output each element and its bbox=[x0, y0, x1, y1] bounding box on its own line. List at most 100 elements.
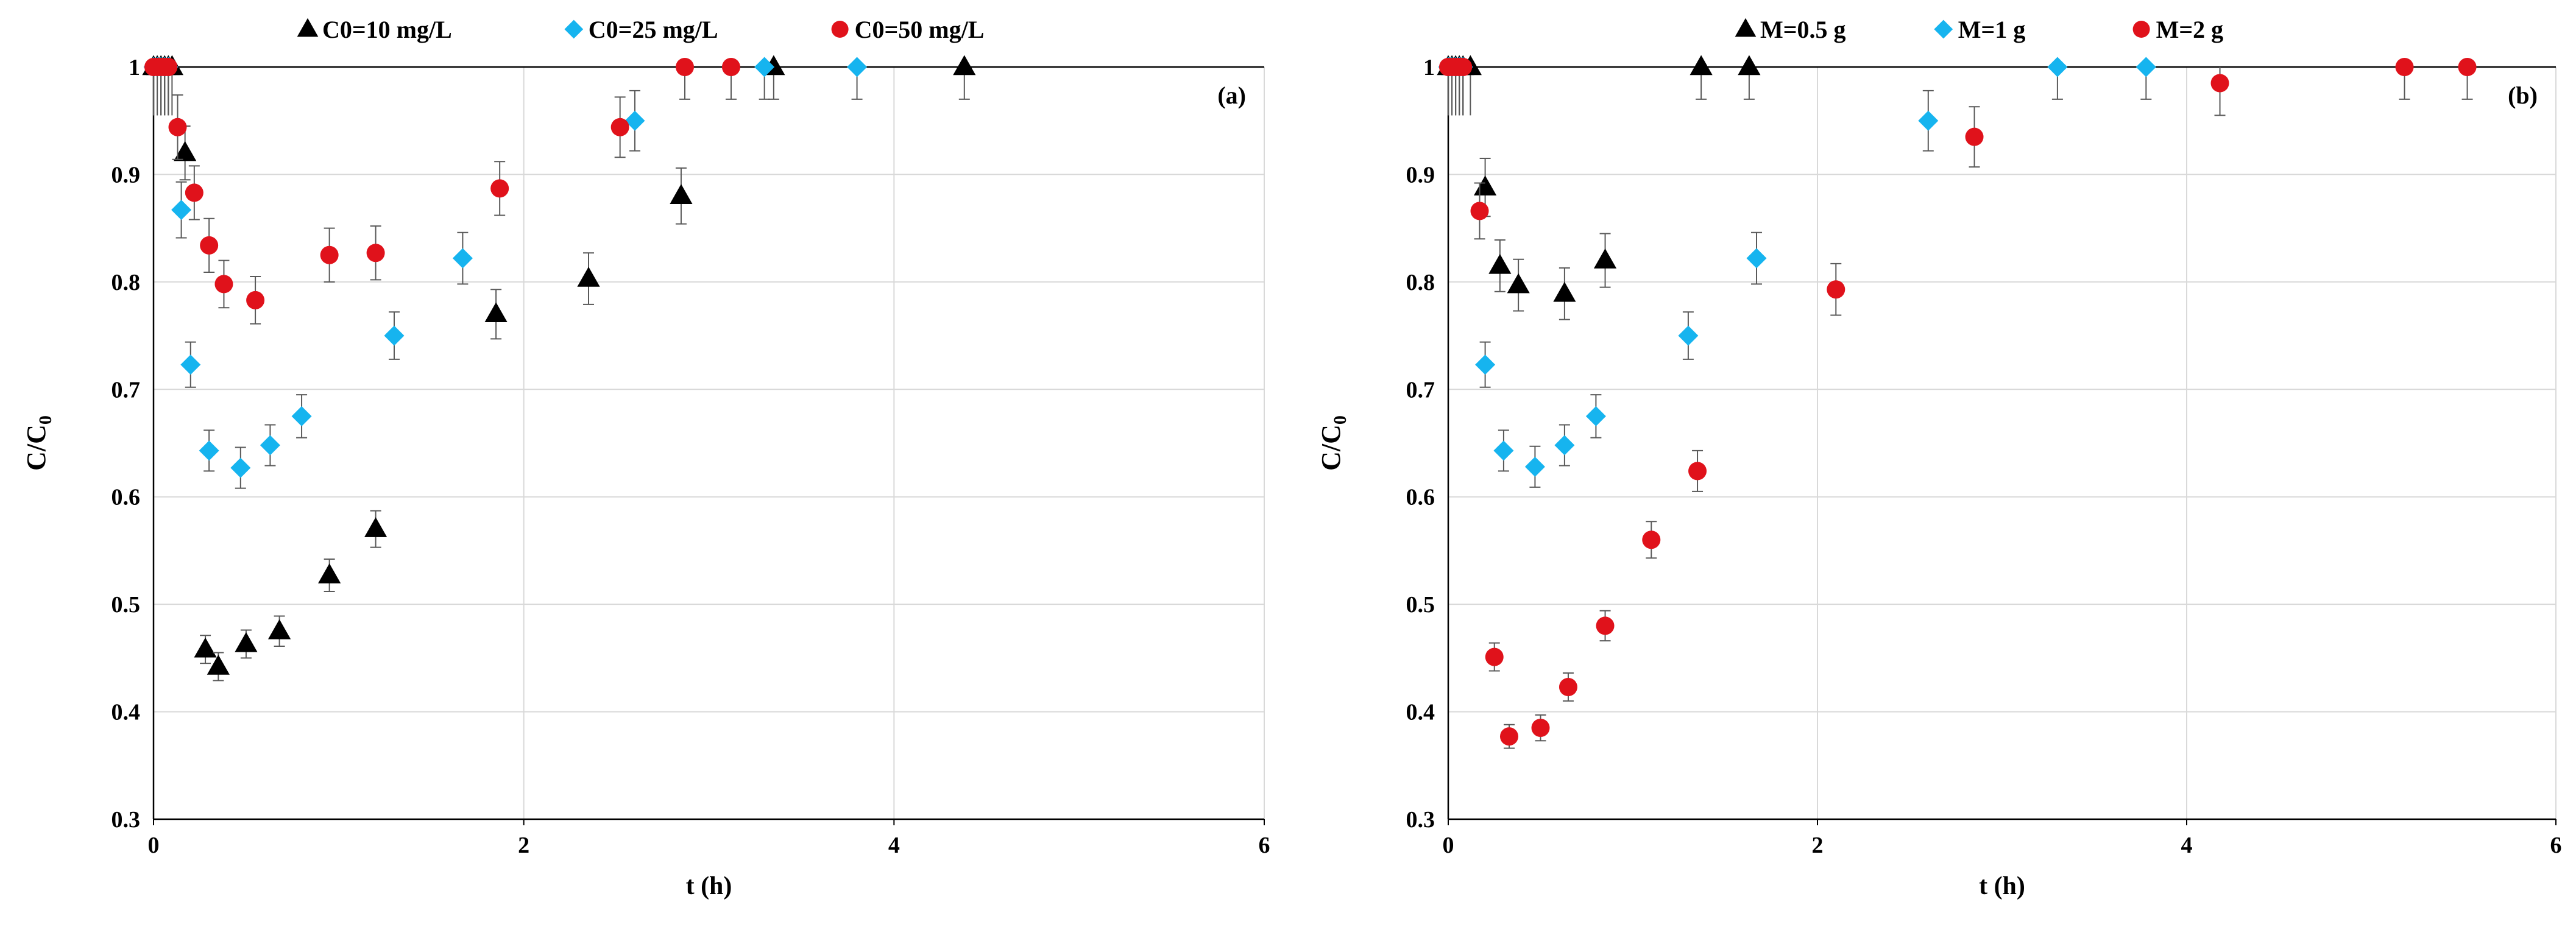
data-point bbox=[676, 58, 695, 76]
legend: M=0.5 g M=1 g M=2 g bbox=[1735, 16, 2224, 43]
legend-label: C0=25 mg/L bbox=[589, 16, 718, 43]
y-tick-label: 1 bbox=[129, 55, 140, 80]
x-tick-label: 2 bbox=[518, 833, 529, 858]
data-point bbox=[1531, 719, 1550, 738]
data-point bbox=[1688, 462, 1707, 481]
y-tick-label: 1 bbox=[1423, 55, 1435, 80]
data-point bbox=[1524, 456, 1545, 477]
data-point bbox=[364, 517, 387, 537]
y-axis-title-group: C/C0 bbox=[1316, 415, 1350, 471]
data-point bbox=[721, 58, 740, 76]
data-point bbox=[159, 58, 178, 76]
data-point bbox=[171, 200, 192, 220]
y-tick-label: 0.4 bbox=[111, 700, 141, 725]
data-point bbox=[318, 563, 341, 583]
data-point bbox=[230, 457, 251, 478]
data-point bbox=[200, 236, 219, 255]
y-tick-label: 0.9 bbox=[1406, 162, 1435, 188]
data-point bbox=[670, 184, 693, 204]
legend-label: C0=50 mg/L bbox=[855, 16, 985, 43]
x-tick-label: 2 bbox=[1812, 833, 1824, 858]
y-axis-title: C/C0 bbox=[1316, 415, 1350, 471]
y-axis-title-subscript: 0 bbox=[1330, 415, 1350, 425]
y-tick-label: 0.4 bbox=[1406, 700, 1435, 725]
y-tick-label: 0.3 bbox=[111, 807, 141, 833]
y-tick-label: 0.8 bbox=[1406, 270, 1435, 295]
x-tick-label: 0 bbox=[1443, 833, 1454, 858]
data-point bbox=[1559, 677, 1577, 696]
data-point bbox=[2458, 58, 2477, 76]
legend-label: M=0.5 g bbox=[1760, 16, 1846, 43]
data-point bbox=[1554, 435, 1575, 456]
data-point bbox=[754, 57, 775, 77]
x-tick-label: 4 bbox=[888, 833, 900, 858]
data-point bbox=[1499, 727, 1518, 746]
data-point bbox=[452, 248, 473, 269]
y-tick-label: 0.7 bbox=[111, 377, 141, 403]
y-axis-title-main: C/C bbox=[1316, 425, 1346, 471]
data-point bbox=[246, 291, 265, 309]
y-tick-label: 0.5 bbox=[1406, 592, 1435, 618]
data-point bbox=[207, 654, 230, 675]
data-point bbox=[625, 110, 645, 131]
data-point bbox=[174, 141, 197, 161]
y-axis-title-subscript: 0 bbox=[35, 415, 55, 425]
data-point bbox=[1678, 325, 1699, 346]
data-point bbox=[953, 55, 976, 76]
series-2 bbox=[1439, 58, 2477, 749]
data-point bbox=[1690, 55, 1713, 76]
data-point bbox=[168, 118, 187, 136]
data-point bbox=[1642, 530, 1661, 549]
data-point bbox=[1485, 647, 1504, 666]
y-tick-label: 0.8 bbox=[111, 270, 141, 295]
legend-label: C0=10 mg/L bbox=[322, 16, 452, 43]
y-tick-label: 0.9 bbox=[111, 162, 141, 188]
legend-label: M=2 g bbox=[2156, 16, 2224, 43]
y-axis-title: C/C0 bbox=[21, 415, 55, 471]
x-tick-label: 6 bbox=[1259, 833, 1270, 858]
data-point bbox=[1585, 406, 1606, 426]
x-tick-label: 0 bbox=[148, 833, 160, 858]
legend-label: M=1 g bbox=[1958, 16, 2026, 43]
data-point bbox=[268, 619, 291, 640]
chart-panel-b: 0 2 4 60.30.40.50.60.70.80.91t (h)C/C0(b)M=… bbox=[1316, 16, 2562, 900]
data-point bbox=[2047, 57, 2068, 77]
legend-marker bbox=[1735, 18, 1757, 37]
data-point bbox=[320, 245, 339, 264]
data-point bbox=[610, 118, 629, 136]
legend-marker bbox=[2132, 21, 2150, 38]
data-point bbox=[1454, 58, 1473, 76]
legend-marker bbox=[297, 18, 319, 37]
data-point bbox=[1965, 127, 1984, 146]
data-point bbox=[260, 435, 280, 456]
data-point bbox=[1827, 280, 1845, 299]
data-point bbox=[194, 637, 217, 658]
data-point bbox=[214, 275, 233, 294]
data-point bbox=[1493, 440, 1514, 461]
data-point bbox=[484, 302, 508, 323]
data-point bbox=[1475, 354, 1496, 375]
y-axis-title-group: C/C0 bbox=[21, 415, 55, 471]
data-point bbox=[235, 632, 258, 652]
legend-marker bbox=[564, 19, 584, 39]
panel-label: (a) bbox=[1217, 82, 1246, 109]
data-point bbox=[291, 406, 312, 426]
data-point bbox=[1507, 273, 1530, 294]
data-point bbox=[2135, 57, 2156, 77]
data-point bbox=[1488, 253, 1512, 274]
data-point bbox=[490, 179, 509, 198]
y-tick-label: 0.5 bbox=[111, 592, 141, 618]
x-axis-title: t (h) bbox=[1979, 872, 2025, 900]
x-axis-title: t (h) bbox=[686, 872, 732, 900]
data-point bbox=[1746, 248, 1767, 269]
data-point bbox=[366, 244, 385, 263]
data-point bbox=[1918, 110, 1939, 131]
chart-panel-a: 0 2 4 60.30.40.50.60.70.80.91t (h)C/C0(a)C0… bbox=[21, 16, 1270, 900]
legend: C0=10 mg/L C0=25 mg/L C0=50 mg/L bbox=[297, 16, 985, 43]
data-point bbox=[1738, 55, 1761, 76]
panel-label: (b) bbox=[2508, 82, 2538, 109]
data-point bbox=[1470, 202, 1489, 220]
data-point bbox=[2395, 58, 2414, 76]
